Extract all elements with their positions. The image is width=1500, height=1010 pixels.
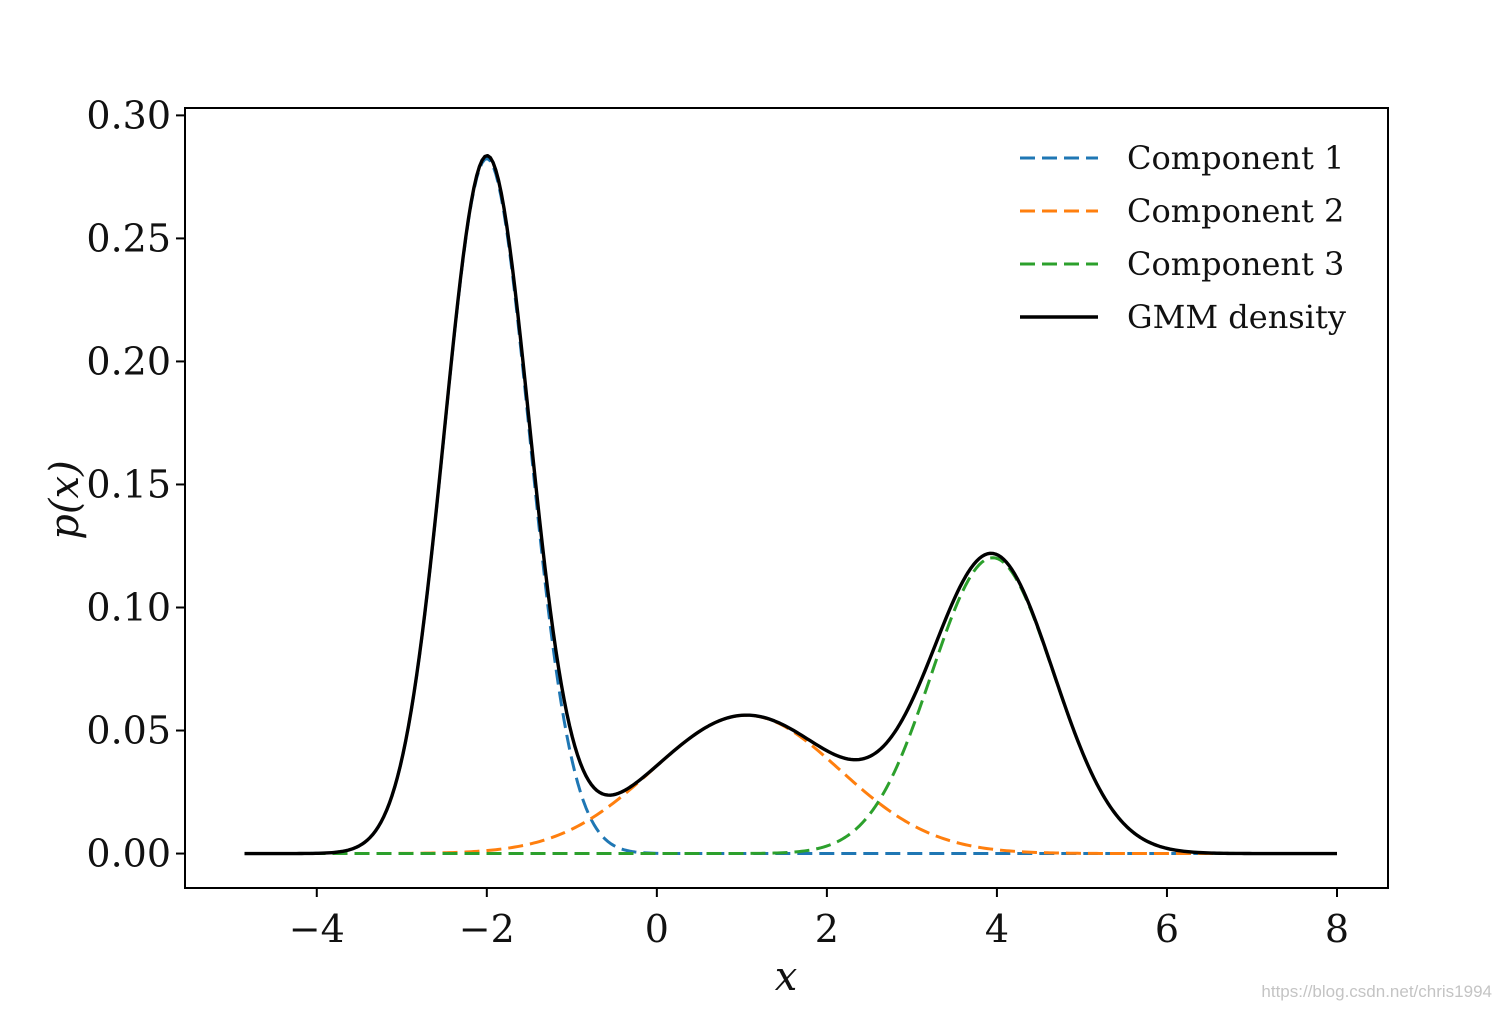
y-tick-label: 0.15 [86, 462, 171, 506]
x-tick-label: 2 [815, 907, 839, 951]
x-tick-label: 4 [985, 907, 1009, 951]
x-tick-label: −4 [289, 907, 345, 951]
x-axis-label: x [775, 954, 798, 1000]
y-axis-label: p(x) [42, 460, 88, 539]
x-tick-label: 0 [645, 907, 669, 951]
y-tick-label: 0.25 [86, 216, 171, 260]
series-line-component-3 [244, 556, 1337, 856]
plot-frame [184, 107, 1389, 889]
x-tick-label: 8 [1325, 907, 1349, 951]
y-tick-label: 0.20 [86, 339, 171, 383]
x-tick-label: −2 [459, 907, 515, 951]
legend-label: Component 3 [1127, 245, 1344, 283]
legend-label: Component 2 [1127, 192, 1344, 230]
series-line-gmm-density [244, 153, 1337, 856]
legend: Component 1 Component 2 Component 3 GMM den… [1020, 139, 1346, 336]
legend-label: Component 1 [1127, 139, 1344, 177]
legend-label: GMM density [1127, 298, 1346, 336]
y-tick-label: 0.30 [86, 93, 171, 137]
series-layer [244, 153, 1337, 856]
watermark-text: https://blog.csdn.net/chris1994 [1261, 982, 1492, 1001]
x-tick-label: 6 [1155, 907, 1179, 951]
y-tick-label: 0.00 [86, 832, 171, 876]
series-line-component-2 [244, 713, 1337, 856]
y-axis-ticks: 0.00 0.05 0.10 0.15 0.20 0.25 0.30 [86, 93, 185, 876]
y-tick-label: 0.10 [86, 585, 171, 629]
y-tick-label: 0.05 [86, 709, 171, 753]
x-axis-ticks: −4 −2 0 2 4 6 8 [289, 888, 1349, 951]
